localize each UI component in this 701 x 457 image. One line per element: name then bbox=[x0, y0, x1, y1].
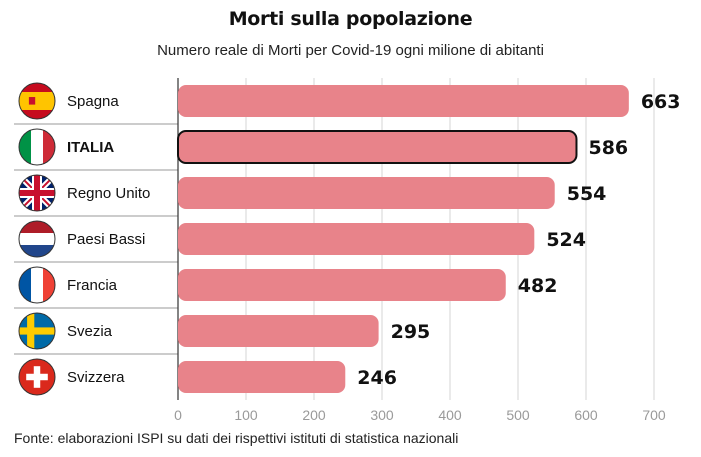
flag-switzerland-icon bbox=[18, 358, 56, 396]
chart-subtitle: Numero reale di Morti per Covid-19 ogni … bbox=[157, 42, 544, 59]
flag-france-icon bbox=[18, 266, 56, 304]
category-label: Francia bbox=[67, 277, 118, 294]
category-label: ITALIA bbox=[67, 139, 114, 156]
category-label: Spagna bbox=[67, 93, 119, 110]
x-tick-label: 700 bbox=[642, 407, 666, 423]
data-label: 524 bbox=[546, 229, 586, 251]
x-tick-label: 100 bbox=[234, 407, 258, 423]
bar bbox=[177, 130, 578, 164]
x-tick-label: 400 bbox=[438, 407, 462, 423]
x-tick-label: 300 bbox=[370, 407, 394, 423]
x-tick-label: 600 bbox=[574, 407, 598, 423]
data-label: 246 bbox=[357, 367, 397, 389]
category-label: Svizzera bbox=[67, 369, 125, 386]
bar bbox=[178, 85, 629, 117]
bar bbox=[178, 177, 555, 209]
category-label: Regno Unito bbox=[67, 185, 150, 202]
data-label: 554 bbox=[567, 183, 607, 205]
bar bbox=[178, 223, 535, 255]
data-label: 295 bbox=[391, 321, 431, 343]
x-tick-label: 500 bbox=[506, 407, 530, 423]
flag-spain-icon bbox=[18, 82, 56, 120]
flag-sweden-icon bbox=[18, 312, 56, 350]
flag-uk-icon bbox=[18, 174, 56, 212]
category-label: Paesi Bassi bbox=[67, 231, 145, 248]
x-tick-label: 200 bbox=[302, 407, 326, 423]
data-label: 482 bbox=[518, 275, 558, 297]
bar bbox=[178, 315, 379, 347]
x-tick-label: 0 bbox=[174, 407, 182, 423]
chart-title: Morti sulla popolazione bbox=[228, 8, 473, 30]
bar bbox=[178, 269, 506, 301]
data-label: 586 bbox=[588, 137, 628, 159]
flag-netherlands-icon bbox=[18, 220, 56, 258]
flag-italy-icon bbox=[18, 128, 56, 166]
category-label: Svezia bbox=[67, 323, 113, 340]
bar bbox=[178, 361, 346, 393]
data-label: 663 bbox=[641, 91, 681, 113]
source-note: Fonte: elaborazioni ISPI su dati dei ris… bbox=[14, 430, 459, 446]
